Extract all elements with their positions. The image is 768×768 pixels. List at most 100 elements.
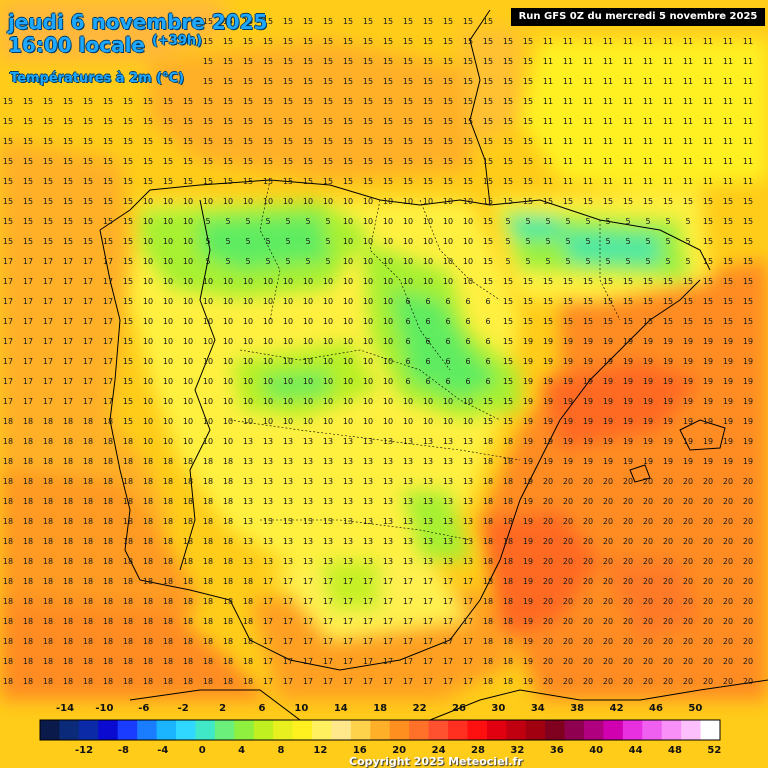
grid-value: 10 <box>223 277 233 286</box>
legend-tick-label-bottom: 24 <box>431 745 446 756</box>
grid-value: 18 <box>63 617 73 626</box>
grid-value: 15 <box>483 217 493 226</box>
grid-value: 20 <box>563 497 573 506</box>
grid-value: 13 <box>323 457 333 466</box>
grid-value: 20 <box>643 637 653 646</box>
grid-value: 15 <box>203 117 213 126</box>
grid-value: 17 <box>463 617 473 626</box>
grid-value: 19 <box>743 397 753 406</box>
grid-value: 10 <box>263 297 273 306</box>
grid-value: 13 <box>283 517 293 526</box>
grid-value: 13 <box>363 537 373 546</box>
grid-value: 15 <box>583 317 593 326</box>
grid-value: 11 <box>623 97 633 106</box>
grid-value: 11 <box>583 97 593 106</box>
grid-value: 11 <box>623 77 633 86</box>
grid-value: 18 <box>123 457 133 466</box>
grid-value: 5 <box>545 237 550 246</box>
grid-value: 18 <box>23 477 33 486</box>
grid-value: 17 <box>263 617 273 626</box>
grid-value: 20 <box>603 637 613 646</box>
grid-value: 15 <box>483 237 493 246</box>
grid-value: 13 <box>263 537 273 546</box>
legend-tick-label-top: 30 <box>491 703 506 714</box>
grid-value: 20 <box>683 677 693 686</box>
grid-value: 15 <box>623 317 633 326</box>
legend-swatch <box>700 720 721 740</box>
grid-value: 15 <box>243 77 253 86</box>
grid-value: 15 <box>423 117 433 126</box>
grid-value: 11 <box>723 57 733 66</box>
title-offset: (+39h) <box>151 33 203 49</box>
grid-value: 15 <box>103 237 113 246</box>
grid-value: 20 <box>723 497 733 506</box>
grid-value: 10 <box>363 377 373 386</box>
grid-value: 19 <box>523 557 533 566</box>
grid-value: 17 <box>83 397 93 406</box>
grid-value: 11 <box>563 37 573 46</box>
grid-value: 10 <box>443 417 453 426</box>
grid-value: 18 <box>23 617 33 626</box>
grid-value: 11 <box>723 37 733 46</box>
grid-value: 18 <box>103 477 113 486</box>
grid-value: 17 <box>283 637 293 646</box>
grid-value: 18 <box>103 637 113 646</box>
grid-value: 15 <box>243 117 253 126</box>
grid-value: 17 <box>103 377 113 386</box>
grid-value: 20 <box>543 677 553 686</box>
grid-value: 13 <box>323 537 333 546</box>
grid-value: 15 <box>363 37 373 46</box>
grid-value: 18 <box>243 677 253 686</box>
grid-value: 20 <box>543 477 553 486</box>
grid-value: 20 <box>723 637 733 646</box>
grid-value: 10 <box>203 277 213 286</box>
grid-value: 15 <box>523 97 533 106</box>
legend-tick-label-bottom: 12 <box>313 745 328 756</box>
grid-value: 6 <box>465 357 470 366</box>
grid-value: 20 <box>723 657 733 666</box>
grid-value: 15 <box>703 297 713 306</box>
grid-value: 15 <box>223 157 233 166</box>
grid-value: 10 <box>343 217 353 226</box>
grid-value: 17 <box>3 257 13 266</box>
grid-value: 15 <box>43 197 53 206</box>
grid-value: 13 <box>323 477 333 486</box>
grid-value: 18 <box>483 457 493 466</box>
grid-value: 13 <box>423 497 433 506</box>
grid-value: 17 <box>83 257 93 266</box>
grid-value: 18 <box>83 637 93 646</box>
grid-value: 17 <box>323 677 333 686</box>
grid-value: 18 <box>503 497 513 506</box>
legend-swatch <box>156 720 177 740</box>
legend-tick-label-bottom: 16 <box>352 745 367 756</box>
grid-value: 18 <box>123 637 133 646</box>
grid-value: 15 <box>123 177 133 186</box>
grid-value: 17 <box>23 297 33 306</box>
grid-value: 15 <box>283 77 293 86</box>
grid-value: 20 <box>603 657 613 666</box>
grid-value: 11 <box>603 97 613 106</box>
grid-value: 17 <box>383 637 393 646</box>
grid-value: 18 <box>23 437 33 446</box>
grid-value: 15 <box>463 97 473 106</box>
grid-value: 15 <box>423 37 433 46</box>
grid-value: 17 <box>303 637 313 646</box>
grid-value: 13 <box>243 437 253 446</box>
grid-value: 10 <box>383 217 393 226</box>
grid-value: 15 <box>423 97 433 106</box>
grid-value: 15 <box>463 77 473 86</box>
grid-value: 10 <box>323 357 333 366</box>
grid-value: 19 <box>723 337 733 346</box>
grid-value: 18 <box>503 517 513 526</box>
grid-value: 15 <box>523 197 533 206</box>
grid-value: 10 <box>383 317 393 326</box>
grid-value: 17 <box>323 617 333 626</box>
grid-value: 11 <box>743 37 753 46</box>
grid-value: 13 <box>263 517 273 526</box>
grid-value: 5 <box>545 257 550 266</box>
grid-value: 19 <box>723 457 733 466</box>
grid-value: 11 <box>583 77 593 86</box>
grid-value: 15 <box>83 157 93 166</box>
grid-value: 17 <box>23 317 33 326</box>
grid-value: 17 <box>463 657 473 666</box>
